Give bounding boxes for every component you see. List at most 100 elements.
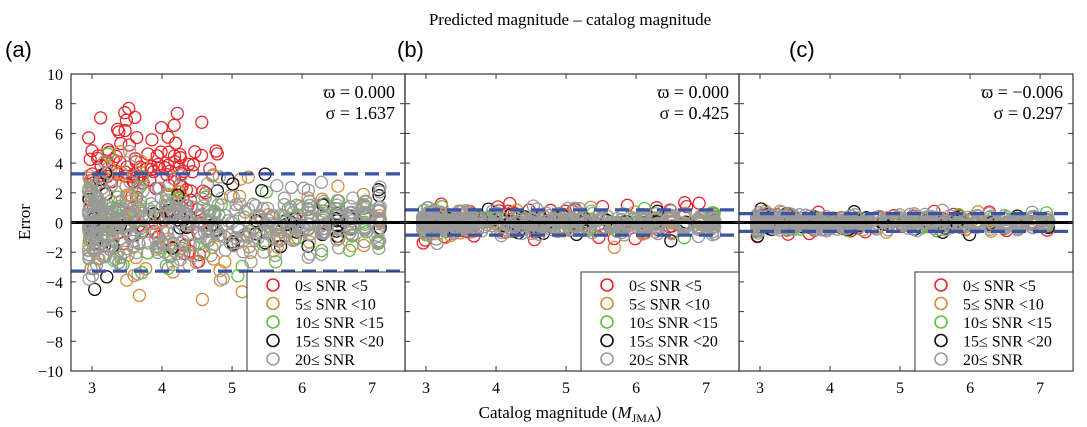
scatter-point	[357, 234, 372, 249]
scatter-point	[314, 175, 329, 189]
scatter-point	[572, 205, 587, 220]
scatter-point	[268, 248, 282, 263]
scatter-point	[373, 180, 387, 194]
scatter-point	[150, 149, 164, 163]
y-tick-label: −4	[46, 275, 63, 292]
scatter-point	[101, 147, 115, 161]
scatter-point	[525, 211, 539, 225]
x-tick-label: 5	[562, 380, 570, 397]
scatter-point	[235, 285, 249, 299]
scatter-point	[151, 181, 165, 196]
x-tick-label: 3	[756, 380, 764, 397]
scatter-point	[91, 195, 105, 209]
legend-label: 0≤ SNR <5	[629, 278, 702, 295]
scatter-point	[428, 224, 442, 238]
y-axis-label: Error	[15, 204, 34, 240]
scatter-point	[169, 204, 184, 219]
scatter-point	[82, 171, 96, 185]
scatter-point	[114, 136, 128, 151]
scatter-point	[316, 194, 331, 209]
x-axis-label: Catalog magnitude (MJMA)	[479, 403, 662, 425]
scatter-point	[229, 231, 243, 246]
y-tick-label: 8	[55, 97, 63, 114]
scatter-point	[195, 192, 209, 206]
scatter-point	[207, 237, 222, 251]
scatter-point	[269, 255, 283, 269]
legend-label: 20≤ SNR	[295, 352, 355, 369]
scatter-point	[82, 248, 96, 262]
scatter-point	[112, 201, 127, 215]
scatter-point	[346, 191, 360, 205]
scatter-point	[246, 197, 260, 211]
mean-text: ϖ = −0.006	[981, 82, 1063, 102]
scatter-point	[215, 191, 229, 205]
scatter-point	[301, 183, 315, 197]
scatter-point	[218, 243, 232, 257]
scatter-point	[82, 272, 96, 286]
scatter-point	[372, 241, 386, 256]
scatter-point	[83, 197, 97, 211]
scatter-point	[490, 206, 504, 220]
scatter-point	[88, 282, 102, 297]
legend-marker	[934, 352, 948, 366]
scatter-point	[244, 255, 258, 269]
scatter-point	[198, 190, 212, 204]
scatter-point	[170, 106, 184, 121]
scatter-point	[118, 106, 132, 120]
scatter-point	[131, 267, 145, 281]
scatter-point	[226, 177, 240, 191]
scatter-point	[194, 148, 209, 163]
scatter-point	[200, 177, 215, 191]
x-tick-label: 7	[368, 380, 376, 397]
scatter-point	[615, 213, 629, 227]
legend-label: 20≤ SNR	[629, 352, 689, 369]
scatter-point	[274, 232, 288, 246]
scatter-point	[95, 174, 109, 189]
legend-label: 0≤ SNR <5	[295, 278, 368, 295]
legend-marker	[934, 315, 948, 329]
legend-label: 15≤ SNR <20	[295, 334, 384, 351]
y-tick-label: −6	[46, 305, 63, 322]
scatter-point	[231, 269, 245, 283]
scatter-point	[118, 123, 132, 138]
scatter-point	[254, 226, 268, 240]
scatter-point	[301, 250, 315, 264]
scatter-point	[605, 218, 620, 233]
scatter-point	[242, 240, 256, 254]
scatter-point	[243, 245, 258, 260]
scatter-point	[212, 170, 227, 184]
scatter-point	[182, 157, 196, 172]
scatter-point	[185, 165, 200, 179]
scatter-point	[87, 207, 101, 221]
y-tick-label: 10	[47, 67, 63, 84]
scatter-point	[345, 228, 359, 242]
scatter-point	[287, 233, 302, 247]
scatter-point	[604, 219, 619, 234]
scatter-point	[303, 198, 317, 213]
scatter-points	[415, 196, 722, 255]
scatter-point	[357, 207, 371, 221]
scatter-point	[232, 189, 247, 203]
scatter-point	[292, 199, 307, 213]
scatter-point	[197, 225, 212, 239]
scatter-point	[549, 213, 564, 227]
scatter-point	[521, 213, 536, 227]
scatter-point	[88, 237, 103, 251]
scatter-point	[316, 225, 330, 239]
scatter-point	[241, 170, 256, 184]
scatter-point	[344, 206, 358, 220]
scatter-point	[145, 133, 159, 147]
scatter-point	[171, 203, 186, 217]
scatter-point	[229, 197, 243, 212]
scatter-point	[132, 288, 147, 303]
scatter-point	[160, 223, 174, 238]
y-tick-label: 0	[55, 216, 63, 233]
scatter-point	[141, 147, 155, 161]
x-axis-label-close: )	[656, 403, 662, 422]
scatter-point	[122, 138, 136, 152]
scatter-point	[149, 240, 163, 254]
